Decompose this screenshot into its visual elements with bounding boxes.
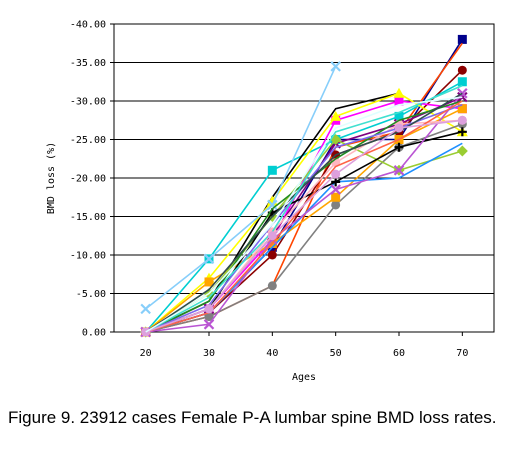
data-point: [204, 277, 214, 287]
data-point: [267, 250, 277, 260]
y-tick-label: -10.00: [70, 251, 106, 262]
x-tick-labels: 20 30 40 50 60 70: [140, 348, 469, 359]
y-tick-label: -25.00: [70, 135, 106, 146]
y-tick-label: -40.00: [70, 20, 106, 31]
data-point: [457, 34, 467, 44]
series-line: [145, 123, 463, 333]
data-point: [394, 111, 404, 121]
series-line: [145, 119, 463, 333]
data-point: [330, 110, 342, 121]
x-tick-label: 60: [393, 348, 405, 359]
data-point: [393, 165, 405, 176]
data-point: [331, 192, 341, 202]
data-point: [394, 123, 404, 133]
data-point: [267, 281, 277, 291]
chart: 0.00 -5.00 -10.00 -15.00 -20.00 -25.00 -30.00 -…: [46, 20, 495, 383]
series-line: [145, 107, 463, 333]
x-tick-label: 50: [330, 348, 342, 359]
data-point: [394, 96, 404, 106]
data-point: [331, 177, 341, 187]
series-line: [145, 81, 463, 333]
x-tick-label: 30: [203, 348, 215, 359]
data-point: [456, 145, 468, 157]
data-point: [330, 61, 341, 72]
data-point: [457, 77, 467, 87]
data-point: [267, 199, 278, 211]
data-point: [331, 200, 341, 210]
data-point: [141, 327, 151, 337]
series-line: [145, 92, 463, 333]
series-9: [140, 61, 341, 315]
data-point: [203, 253, 215, 265]
data-point: [203, 319, 215, 330]
series-line: [145, 65, 337, 310]
y-tick-labels: 0.00 -5.00 -10.00 -15.00 -20.00 -25.00 -30.00 -…: [70, 20, 106, 339]
data-point: [457, 115, 467, 125]
data-point: [457, 127, 467, 137]
x-tick-label: 20: [140, 348, 152, 359]
series-group: [140, 34, 468, 338]
y-tick-label: -20.00: [70, 174, 106, 185]
x-tick-label: 70: [456, 348, 468, 359]
x-tick-label: 40: [266, 348, 278, 359]
series-line: [145, 92, 463, 333]
data-point: [457, 104, 467, 114]
y-tick-label: -30.00: [70, 97, 106, 108]
data-point: [457, 91, 468, 103]
y-tick-label: -5.00: [76, 289, 106, 300]
data-point: [204, 312, 214, 322]
series-line: [145, 92, 463, 333]
data-point: [330, 184, 341, 195]
x-axis-title: Ages: [292, 372, 316, 383]
series-17: [145, 100, 463, 333]
data-point: [394, 142, 404, 152]
series-23: [145, 96, 463, 333]
data-point: [457, 88, 468, 99]
series-line: [145, 84, 463, 333]
data-point: [457, 65, 467, 75]
y-tick-label: -35.00: [70, 58, 106, 69]
data-point: [267, 231, 277, 241]
y-tick-label: 0.00: [82, 328, 106, 339]
series-line: [145, 96, 463, 333]
series-20: [145, 92, 463, 333]
figure-caption: Figure 9. 23912 cases Female P-A lumbar …: [8, 408, 497, 427]
data-point: [331, 169, 341, 179]
data-point: [140, 303, 151, 315]
data-point: [204, 304, 214, 314]
data-point: [267, 165, 277, 175]
data-point: [393, 87, 405, 98]
y-axis-title: BMD loss (%): [46, 142, 57, 214]
series-line: [145, 100, 463, 333]
y-tick-label: -15.00: [70, 212, 106, 223]
series-21: [145, 84, 463, 333]
